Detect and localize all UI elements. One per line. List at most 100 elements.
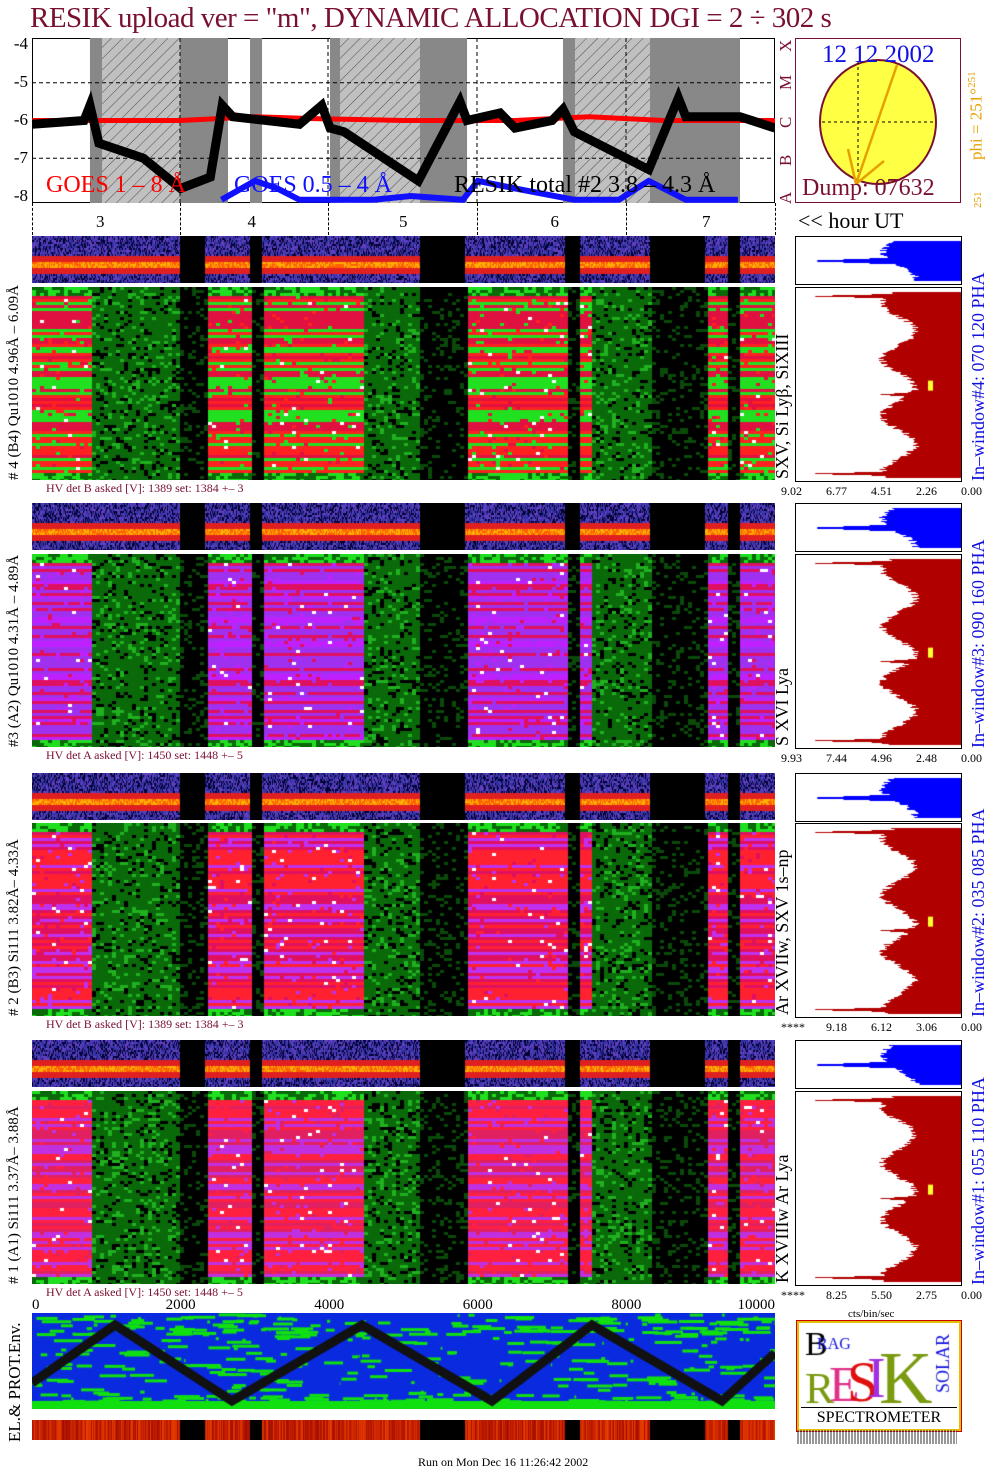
hist-tick-label: 2.48 xyxy=(916,751,937,765)
detector-label: #3 (A2) Qu1010 4.31Å – 4.89Å xyxy=(6,554,22,747)
pha-histogram xyxy=(795,236,962,285)
pha-histogram xyxy=(795,1040,962,1089)
goes-lightcurve-plot xyxy=(32,38,775,203)
detector-2-strip xyxy=(32,773,775,820)
y-tick-label: -6 xyxy=(13,110,28,129)
sun-date: 12 12 2002 xyxy=(822,41,935,68)
flare-class-label: M xyxy=(776,74,795,90)
hour-label: 7 xyxy=(702,212,711,231)
page-title: RESIK upload ver = "m", DYNAMIC ALLOCATI… xyxy=(30,2,832,34)
detector-3-spectrogram xyxy=(32,554,775,747)
pha-window-label: In–window#3: 090 160 PHA xyxy=(968,539,988,748)
hist-tick-label: 2.75 xyxy=(916,1288,937,1302)
env-label: EL.& PROT.Env. xyxy=(5,1322,24,1442)
x-tick-label: 2000 xyxy=(165,1297,196,1313)
hist-tick-label: 3.06 xyxy=(916,1020,937,1034)
detector-3-strip xyxy=(32,503,775,550)
hist-tick-label: 9.02 xyxy=(781,484,802,498)
particle-flux-strip xyxy=(32,1420,775,1440)
pha-window-label: In–window#1: 055 110 PHA xyxy=(968,1077,988,1285)
y-tick-label: -7 xyxy=(13,148,28,167)
logo-text: SPECTROMETER xyxy=(801,1407,957,1428)
resik-logo: SPECTROMETER xyxy=(796,1320,962,1432)
flare-class-label: C xyxy=(776,116,795,128)
pha-histogram xyxy=(795,503,962,552)
hour-label: 3 xyxy=(96,212,105,231)
spectrum-histogram xyxy=(795,554,962,749)
pha-window-label: In–window#4: 070 120 PHA xyxy=(968,272,988,481)
hist-tick-label: 8.25 xyxy=(826,1288,847,1302)
series-line xyxy=(32,114,775,123)
y-tick-label: -8 xyxy=(13,186,28,205)
particle-environment-map xyxy=(32,1313,775,1409)
x-tick-label: 0 xyxy=(32,1297,40,1313)
hour-divider xyxy=(477,203,478,235)
hour-divider xyxy=(626,203,627,235)
hist-tick-label: 0.00 xyxy=(961,484,982,498)
hist-tick-label: 0.00 xyxy=(961,751,982,765)
hour-label: 6 xyxy=(550,212,560,231)
hist-tick-label: **** xyxy=(781,1020,805,1034)
series-line xyxy=(219,177,738,203)
detector-4-spectrogram xyxy=(32,287,775,480)
legend-resik-total: RESIK total #2 3.8 – 4.3 Å xyxy=(454,172,716,198)
hist-tick-label: 9.93 xyxy=(781,751,802,765)
x-tick-label: 4000 xyxy=(314,1297,345,1313)
spectral-lines-label: Ar XVIIw, SXV 1s–np xyxy=(772,849,792,1016)
legend-goes-05-4: GOES 0.5 – 4 Å xyxy=(234,172,393,198)
orientation-arrow xyxy=(846,64,899,185)
spectral-lines-label: S XVI Lya xyxy=(772,668,792,746)
pha-histogram xyxy=(795,773,962,822)
hv-status: HV det A asked [V]: 1450 set: 1448 +– 5 xyxy=(46,748,243,762)
footer-run-date: Run on Mon Dec 16 11:26:42 2002 xyxy=(418,1455,589,1469)
y-tick-label: -5 xyxy=(13,72,28,91)
detector-label: # 1 (A1) Si111 3.37Å– 3.88Å xyxy=(6,1106,22,1284)
hist-tick-label: 0.00 xyxy=(961,1020,982,1034)
hour-ut-label: << hour UT xyxy=(798,208,904,233)
y-tick-label: -4 xyxy=(13,34,28,53)
hist-tick-label: **** xyxy=(781,1288,805,1302)
detector-label: # 4 (B4) Qu1010 4.96Å – 6.09Å xyxy=(6,285,22,480)
hour-label: 5 xyxy=(399,212,408,231)
logo-lettering-art xyxy=(799,1323,959,1405)
hv-status: HV det A asked [V]: 1450 set: 1448 +– 5 xyxy=(46,1285,243,1299)
detector-4-strip xyxy=(32,236,775,283)
logo-fineprint xyxy=(797,1430,957,1444)
pha-window-label: In–window#2: 035 085 PHA xyxy=(968,808,988,1017)
detector-2-spectrogram xyxy=(32,823,775,1016)
hv-status: HV det B asked [V]: 1389 set: 1384 +– 3 xyxy=(46,1017,244,1031)
flare-class-label: B xyxy=(776,154,795,166)
x-tick-label: 10000 xyxy=(737,1297,776,1313)
hist-tick-label: 2.26 xyxy=(916,484,937,498)
hist-tick-label: 0.00 xyxy=(961,1288,982,1302)
hist-tick-label: 7.44 xyxy=(826,751,847,765)
series-line xyxy=(32,85,775,194)
hour-divider xyxy=(328,203,329,235)
spectral-lines-label: SXV, Si Lyβ, SiXIII xyxy=(772,333,792,479)
hist-tick-label: 6.77 xyxy=(826,484,847,498)
hist-tick-label: 6.12 xyxy=(871,1020,892,1034)
spectrum-histogram xyxy=(795,287,962,482)
phi-small: 251 xyxy=(972,191,984,209)
hist-xlabel: cts/bin/sec xyxy=(848,1308,895,1320)
detector-label: # 2 (B3) Si111 3.82Å– 4.33Å xyxy=(6,839,22,1016)
hist-tick-label: 5.50 xyxy=(871,1288,892,1302)
hist-tick-label: 9.18 xyxy=(826,1020,847,1034)
detector-1-spectrogram xyxy=(32,1091,775,1284)
detector-1-strip xyxy=(32,1040,775,1087)
hist-tick-label: 4.96 xyxy=(871,751,892,765)
flare-class-label: A xyxy=(776,191,795,204)
sun-position-panel: 12 12 2002 Dump: 07632 xyxy=(795,38,961,203)
flare-class-label: X xyxy=(776,39,795,52)
hour-label: 4 xyxy=(247,212,257,231)
hv-status: HV det B asked [V]: 1389 set: 1384 +– 3 xyxy=(46,481,244,495)
x-tick-label: 6000 xyxy=(462,1297,493,1313)
hour-divider xyxy=(180,203,181,235)
phi-label: phi = 251°251 xyxy=(966,71,986,160)
hist-tick-label: 4.51 xyxy=(871,484,892,498)
hour-divider xyxy=(775,203,776,235)
x-tick-label: 8000 xyxy=(611,1297,642,1313)
spectrum-histogram xyxy=(795,823,962,1018)
legend-goes-1-8: GOES 1 – 8 Å xyxy=(46,172,187,198)
spectral-lines-label: K XVIIIw Ar Lya xyxy=(772,1154,792,1283)
